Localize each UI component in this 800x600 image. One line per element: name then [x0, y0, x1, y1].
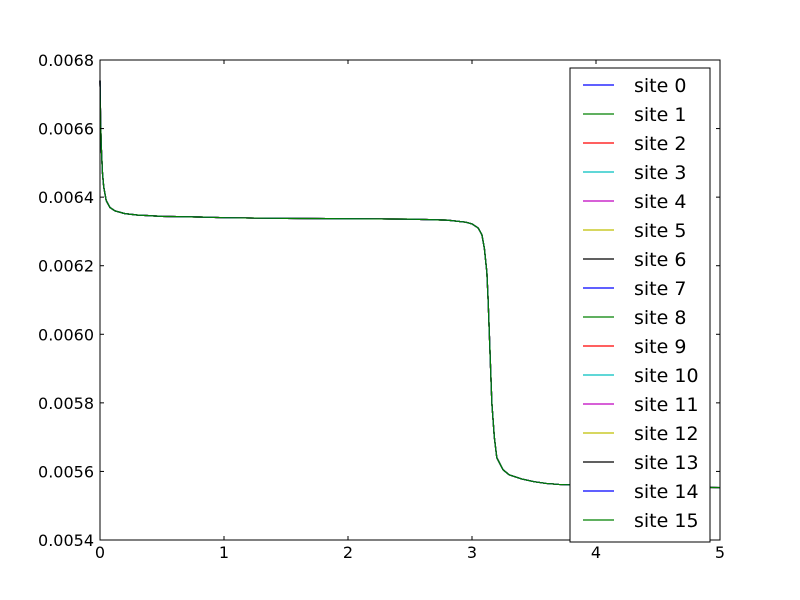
- legend-label: site 4: [634, 191, 686, 213]
- legend-label: site 10: [634, 365, 699, 387]
- axes-frame: [99, 59, 721, 541]
- y-tick-label: 0.0058: [38, 394, 94, 413]
- legend-label: site 6: [634, 249, 686, 271]
- series-line-15: [99, 80, 721, 489]
- legend-label: site 15: [634, 510, 699, 532]
- y-tick-label: 0.0054: [38, 531, 94, 550]
- y-tick-labels: 0.0054 0.0056 0.0058 0.0060 0.0062 0.0064 0.00…: [38, 51, 94, 550]
- y-tick-label: 0.0068: [38, 51, 94, 70]
- y-tick-label: 0.0056: [38, 462, 94, 481]
- legend-label: site 13: [634, 452, 699, 474]
- legend-label: site 0: [634, 75, 686, 97]
- x-tick-label: 3: [467, 543, 477, 562]
- legend-label: site 14: [634, 481, 699, 503]
- x-tick-label: 1: [219, 543, 229, 562]
- x-tick-label: 2: [343, 543, 353, 562]
- y-tick-label: 0.0064: [38, 188, 94, 207]
- x-tick-label: 4: [591, 543, 601, 562]
- legend-label: site 11: [634, 394, 699, 416]
- legend-label: site 2: [634, 133, 686, 155]
- legend-label: site 5: [634, 220, 686, 242]
- x-tick-label: 5: [715, 543, 725, 562]
- y-tick-label: 0.0066: [38, 120, 94, 139]
- series-layer: [99, 80, 721, 489]
- legend-label: site 3: [634, 162, 686, 184]
- legend-label: site 8: [634, 307, 686, 329]
- legend-label: site 1: [634, 104, 686, 126]
- x-tick-labels: 0 1 2 3 4 5: [95, 543, 725, 562]
- legend-label: site 9: [634, 336, 686, 358]
- x-tick-label: 0: [95, 543, 105, 562]
- legend-label: site 12: [634, 423, 699, 445]
- legend-box: [569, 67, 711, 543]
- legend-label: site 7: [634, 278, 686, 300]
- y-tick-label: 0.0060: [38, 325, 94, 344]
- y-tick-label: 0.0062: [38, 257, 94, 276]
- legend: site 0 site 1 site 2 site 3 site 4 site 5 site…: [569, 67, 711, 543]
